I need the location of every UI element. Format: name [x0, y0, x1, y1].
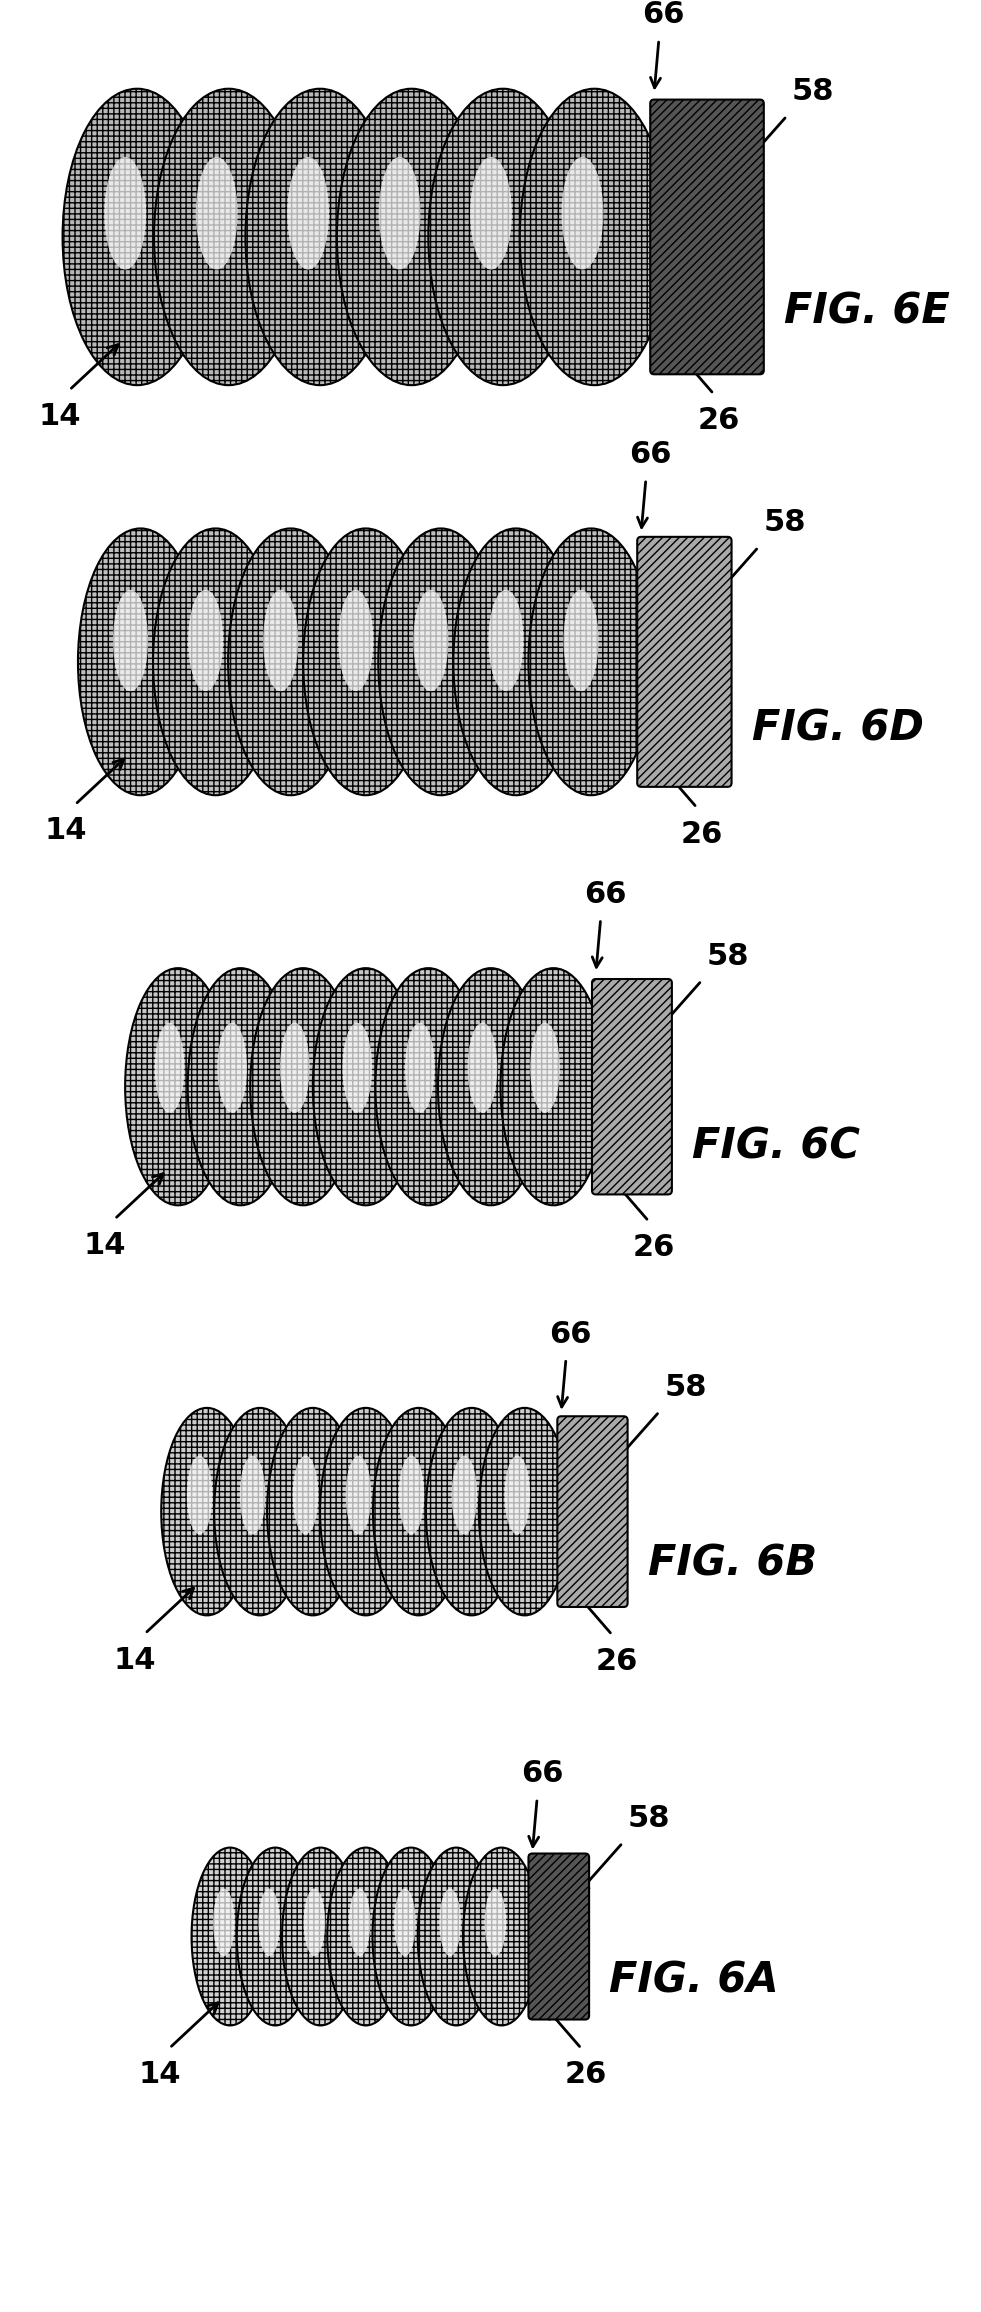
- Ellipse shape: [336, 88, 487, 386]
- Ellipse shape: [287, 157, 329, 271]
- Ellipse shape: [470, 157, 512, 271]
- Ellipse shape: [342, 1022, 372, 1112]
- Text: FIG. 6C: FIG. 6C: [692, 1126, 860, 1168]
- Ellipse shape: [153, 529, 279, 795]
- Ellipse shape: [282, 1847, 359, 2025]
- Ellipse shape: [126, 969, 231, 1205]
- Ellipse shape: [303, 1889, 325, 1956]
- Text: 58: 58: [792, 76, 834, 106]
- Ellipse shape: [438, 969, 543, 1205]
- Text: 66: 66: [585, 881, 627, 909]
- Ellipse shape: [338, 590, 374, 691]
- Text: FIG. 6B: FIG. 6B: [647, 1542, 817, 1584]
- Text: 58: 58: [664, 1373, 706, 1401]
- Text: 14: 14: [83, 1230, 127, 1260]
- Text: 26: 26: [681, 818, 723, 849]
- Ellipse shape: [154, 88, 303, 386]
- Ellipse shape: [489, 590, 524, 691]
- Text: 66: 66: [521, 1759, 563, 1787]
- Ellipse shape: [439, 1889, 461, 1956]
- Ellipse shape: [379, 529, 503, 795]
- Ellipse shape: [250, 969, 356, 1205]
- Ellipse shape: [245, 88, 394, 386]
- Ellipse shape: [303, 529, 429, 795]
- Ellipse shape: [77, 529, 203, 795]
- Ellipse shape: [405, 1022, 435, 1112]
- Text: 66: 66: [630, 439, 672, 469]
- Ellipse shape: [398, 1457, 424, 1535]
- Text: FIG. 6D: FIG. 6D: [751, 707, 924, 749]
- Text: 26: 26: [697, 407, 740, 435]
- Ellipse shape: [218, 1022, 247, 1112]
- Text: 58: 58: [628, 1803, 670, 1833]
- Ellipse shape: [529, 529, 653, 795]
- Ellipse shape: [394, 1889, 416, 1956]
- Ellipse shape: [463, 1847, 540, 2025]
- Ellipse shape: [328, 1847, 404, 2025]
- Ellipse shape: [187, 969, 293, 1205]
- Ellipse shape: [485, 1889, 506, 1956]
- Ellipse shape: [373, 1847, 449, 2025]
- Ellipse shape: [196, 157, 237, 271]
- Ellipse shape: [520, 88, 669, 386]
- Ellipse shape: [479, 1408, 570, 1616]
- Ellipse shape: [413, 590, 448, 691]
- Text: 58: 58: [706, 941, 749, 971]
- Text: 14: 14: [114, 1646, 157, 1674]
- Ellipse shape: [191, 1847, 269, 2025]
- FancyBboxPatch shape: [529, 1854, 590, 2018]
- Ellipse shape: [214, 1408, 306, 1616]
- Ellipse shape: [376, 969, 482, 1205]
- FancyBboxPatch shape: [557, 1417, 628, 1607]
- Ellipse shape: [236, 1847, 314, 2025]
- Ellipse shape: [561, 157, 603, 271]
- Ellipse shape: [320, 1408, 411, 1616]
- Ellipse shape: [500, 969, 606, 1205]
- Text: 58: 58: [763, 509, 805, 536]
- Ellipse shape: [349, 1889, 371, 1956]
- Text: 26: 26: [595, 1646, 639, 1676]
- Ellipse shape: [504, 1457, 530, 1535]
- Ellipse shape: [229, 529, 353, 795]
- Ellipse shape: [426, 1408, 517, 1616]
- Ellipse shape: [104, 157, 146, 271]
- Ellipse shape: [418, 1847, 494, 2025]
- Ellipse shape: [345, 1457, 371, 1535]
- Text: FIG. 6E: FIG. 6E: [784, 289, 950, 333]
- Ellipse shape: [239, 1457, 266, 1535]
- Text: 14: 14: [44, 816, 86, 846]
- Ellipse shape: [113, 590, 148, 691]
- Text: 26: 26: [633, 1232, 675, 1262]
- FancyBboxPatch shape: [592, 978, 672, 1195]
- Text: 66: 66: [643, 0, 685, 30]
- Ellipse shape: [373, 1408, 464, 1616]
- Ellipse shape: [63, 88, 212, 386]
- Ellipse shape: [468, 1022, 497, 1112]
- Text: 14: 14: [138, 2060, 181, 2090]
- Ellipse shape: [263, 590, 298, 691]
- Ellipse shape: [451, 1457, 477, 1535]
- Ellipse shape: [188, 590, 223, 691]
- Ellipse shape: [429, 88, 578, 386]
- Ellipse shape: [379, 157, 421, 271]
- Ellipse shape: [453, 529, 579, 795]
- Ellipse shape: [267, 1408, 359, 1616]
- Text: FIG. 6A: FIG. 6A: [609, 1961, 779, 2002]
- Ellipse shape: [161, 1408, 253, 1616]
- Ellipse shape: [186, 1457, 213, 1535]
- Ellipse shape: [530, 1022, 560, 1112]
- Ellipse shape: [292, 1457, 318, 1535]
- Ellipse shape: [258, 1889, 280, 1956]
- Ellipse shape: [563, 590, 598, 691]
- Ellipse shape: [213, 1889, 234, 1956]
- FancyBboxPatch shape: [650, 99, 764, 375]
- Text: 14: 14: [38, 402, 80, 430]
- Ellipse shape: [280, 1022, 310, 1112]
- Text: 26: 26: [565, 2060, 607, 2090]
- FancyBboxPatch shape: [638, 536, 732, 786]
- Text: 66: 66: [549, 1320, 593, 1348]
- Ellipse shape: [313, 969, 419, 1205]
- Ellipse shape: [155, 1022, 184, 1112]
